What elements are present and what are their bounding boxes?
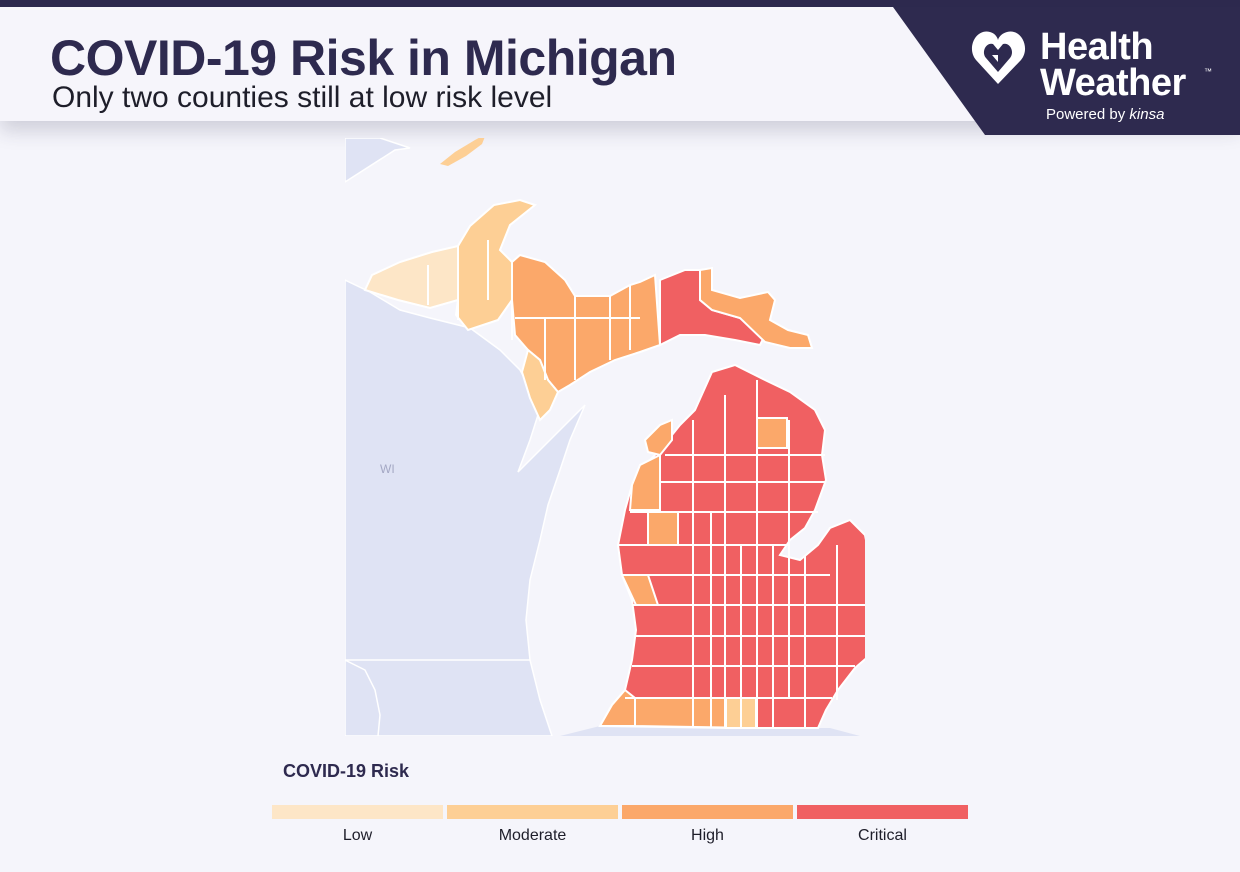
kinsa-logo: kinsa	[1129, 106, 1165, 123]
page-title: COVID-19 Risk in Michigan	[50, 30, 677, 86]
legend-label-low: Low	[342, 827, 373, 844]
legend-swatch-high	[622, 805, 793, 819]
lower-peninsula-high-northeast	[756, 417, 788, 449]
lower-peninsula-high-central	[647, 511, 679, 546]
brand-powered-by: Powered by kinsa	[1046, 106, 1164, 123]
legend-swatch-critical	[797, 805, 968, 819]
legend-swatch-low	[272, 805, 443, 819]
heart-shield-icon	[971, 31, 1026, 84]
lower-peninsula-high-southwest	[598, 688, 636, 727]
legend-title: COVID-19 Risk	[283, 761, 410, 781]
page-subtitle: Only two counties still at low risk leve…	[52, 81, 553, 114]
lower-peninsula-high-westshore	[643, 418, 673, 457]
state-border	[345, 659, 530, 736]
lower-peninsula-high-west	[628, 453, 661, 511]
top-strip	[0, 0, 1240, 7]
brand-trademark: ™	[1204, 67, 1212, 76]
legend-label-critical: Critical	[858, 827, 907, 844]
isle-royale	[440, 138, 485, 166]
county-lines	[618, 380, 865, 728]
up-region-high-east	[699, 266, 814, 349]
brand-health: Health	[1040, 26, 1154, 68]
wisconsin-land	[345, 138, 411, 183]
brand-weather: Weather	[1040, 62, 1186, 104]
up-region-moderate-south	[520, 348, 560, 422]
up-county-lines	[427, 240, 640, 380]
powered-by-text: Powered by	[1046, 106, 1126, 123]
wisconsin-label: WI	[380, 462, 395, 476]
legend-label-moderate: Moderate	[498, 827, 567, 844]
legend-label-high: High	[691, 827, 724, 844]
legend-swatch-moderate	[447, 805, 618, 819]
